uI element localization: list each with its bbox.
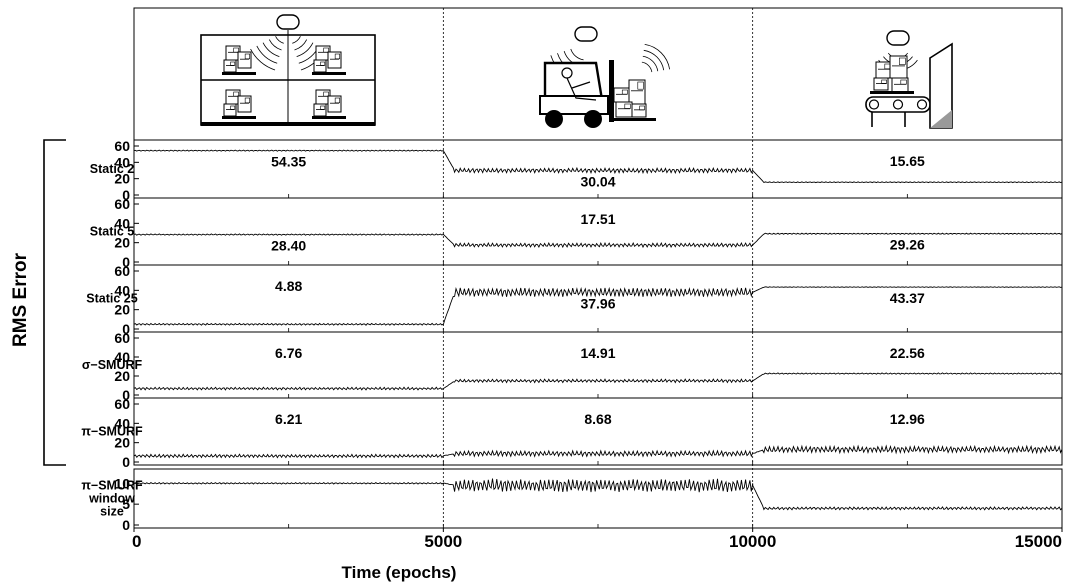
series-line [133, 478, 1063, 511]
segment-value-label: 54.35 [271, 154, 306, 170]
series-line [133, 372, 1063, 391]
y-tick-label: 60 [114, 396, 130, 412]
y-axis-title: RMS Error [10, 252, 31, 347]
panel-frame [133, 468, 1063, 529]
y-tick-label: 20 [114, 235, 130, 251]
segment-value-label: 12.96 [890, 411, 925, 427]
forklift-reader-icon [539, 26, 671, 128]
panel-frame [133, 197, 1063, 266]
segment-value-label: 6.21 [275, 411, 302, 427]
y-tick-label: 0 [122, 187, 130, 203]
panel-3: 0 20 40 60 σ−SMURF 6.76 14.91 22.56 [82, 330, 1063, 403]
x-axis-title: Time (epochs) [342, 563, 457, 582]
rms-bracket-line [43, 139, 66, 466]
panel-label: window [88, 492, 135, 506]
y-tick-label: 5 [122, 496, 130, 512]
y-tick-label: 0 [122, 454, 130, 470]
series-line [133, 232, 1063, 249]
segment-value-label: 6.76 [275, 345, 302, 361]
y-tick-label: 0 [122, 517, 130, 533]
rms-bracket [43, 139, 66, 466]
y-tick-label: 40 [114, 215, 130, 231]
segment-value-label: 15.65 [890, 153, 925, 169]
segment-value-label: 28.40 [271, 238, 306, 254]
panel-label: π−SMURF [81, 425, 143, 439]
y-tick-label: 40 [114, 282, 130, 298]
segment-value-label: 29.26 [890, 237, 925, 253]
y-tick-label: 60 [114, 330, 130, 346]
panel-label: σ−SMURF [82, 358, 143, 372]
segment-value-label: 43.37 [890, 290, 925, 306]
segment-value-label: 30.04 [580, 173, 615, 189]
y-tick-label: 60 [114, 138, 130, 154]
series-line [133, 286, 1063, 326]
x-tick-label: 0 [132, 532, 141, 551]
y-tick-label: 60 [114, 263, 130, 279]
panel-1: 0 20 40 60 Static 5 28.40 17.51 29.26 [90, 196, 1063, 270]
x-tick-label: 10000 [729, 532, 776, 551]
shelves-reader-icon [200, 14, 376, 126]
panel-frame [133, 397, 1063, 466]
y-tick-label: 20 [114, 435, 130, 451]
panel-4: 0 20 40 60 π−SMURF 6.21 8.68 12.96 [81, 396, 1063, 470]
panel-label: size [100, 505, 124, 519]
y-tick-label: 40 [114, 154, 130, 170]
panel-label: Static 2 [90, 162, 135, 176]
x-tick-label: 5000 [424, 532, 462, 551]
segment-value-label: 37.96 [580, 295, 615, 311]
y-tick-label: 20 [114, 368, 130, 384]
y-tick-label: 60 [114, 196, 130, 212]
series-line [133, 444, 1063, 459]
panel-frame [133, 331, 1063, 399]
y-tick-label: 0 [122, 254, 130, 270]
segment-value-label: 4.88 [275, 278, 302, 294]
panel-2: 0 20 40 60 Static 25 4.88 37.96 43.37 [86, 263, 1063, 337]
x-tick-label: 15000 [1015, 532, 1062, 551]
segment-value-label: 8.68 [584, 411, 611, 427]
panel-label: Static 5 [90, 225, 135, 239]
segment-value-label: 14.91 [580, 345, 615, 361]
y-tick-label: 10 [114, 475, 130, 491]
series-line [133, 149, 1063, 184]
segment-value-label: 22.56 [890, 345, 925, 361]
conveyor-reader-icon [865, 30, 953, 129]
y-tick-label: 0 [122, 387, 130, 403]
y-tick-label: 20 [114, 302, 130, 318]
x-axis: 0 5000 10000 15000 [132, 528, 1063, 551]
scenario-icons [133, 7, 1063, 141]
y-tick-label: 40 [114, 415, 130, 431]
y-tick-label: 40 [114, 349, 130, 365]
segment-value-label: 17.51 [580, 211, 615, 227]
panel-label: Static 25 [86, 292, 137, 306]
panel-label: π−SMURF [81, 479, 143, 493]
y-tick-label: 0 [122, 321, 130, 337]
y-tick-label: 20 [114, 171, 130, 187]
